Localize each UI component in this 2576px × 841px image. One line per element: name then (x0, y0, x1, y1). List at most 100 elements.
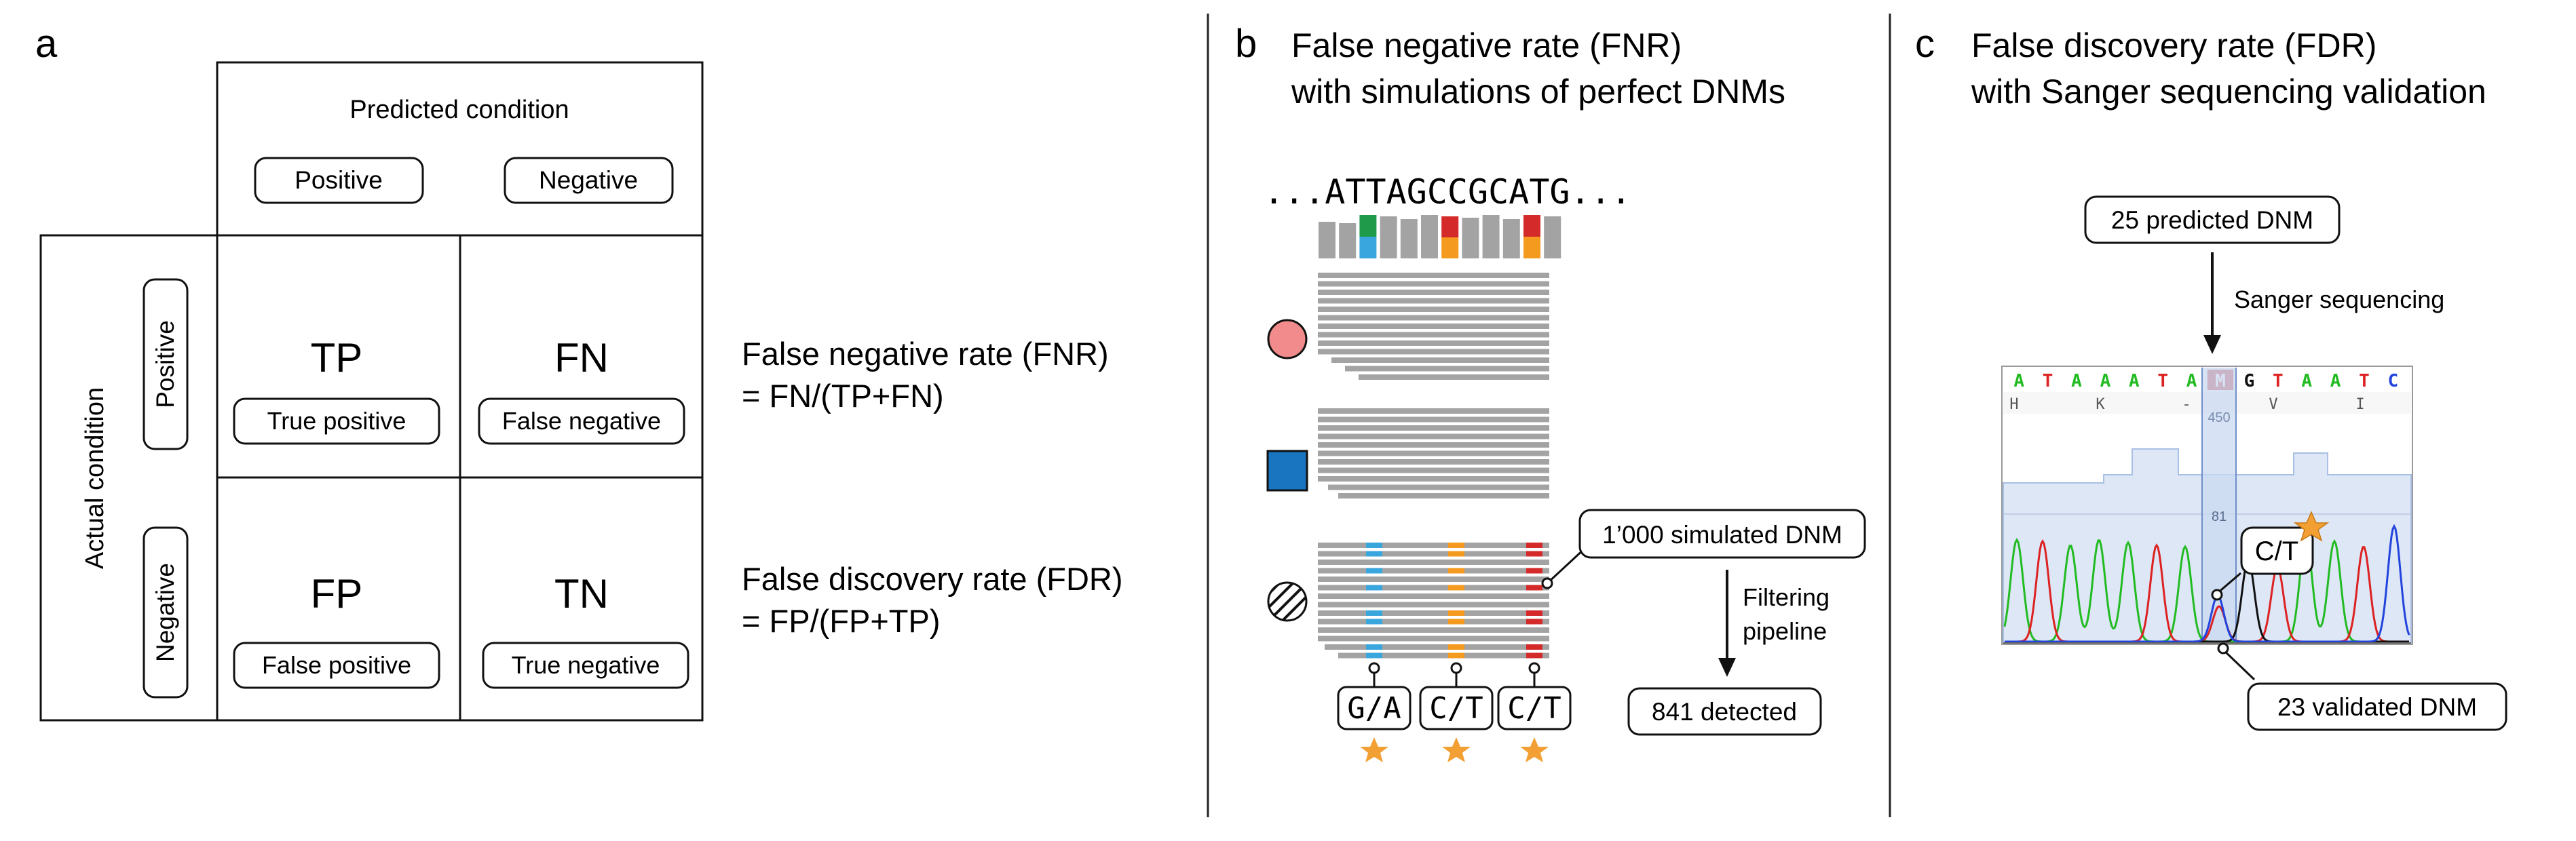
mutation-mark (1526, 543, 1542, 548)
aa-letter: I (2355, 396, 2364, 413)
ct-allele-box (2240, 526, 2314, 575)
coverage-bar-top (1441, 216, 1459, 237)
base-letter: A (2071, 371, 2082, 391)
coverage-bar (1482, 215, 1500, 258)
panel-a-letter: a (35, 22, 58, 66)
predicted-dnm-box (2084, 195, 2341, 244)
mutation-mark (1366, 619, 1382, 625)
sample-hatched-marker (1267, 581, 1308, 622)
read-square-sample (1338, 493, 1549, 498)
fnr-formula: = FN/(TP+FN) (742, 378, 944, 414)
fn-label: False negative (502, 407, 661, 435)
aa-letter: V (2269, 396, 2277, 413)
allele-box-2 (1419, 686, 1494, 730)
allele-labels: G/A C/T C/T (1337, 662, 1572, 762)
sample-circle-marker (1267, 319, 1308, 359)
reads-group (1318, 273, 1549, 659)
read-circle-sample (1359, 374, 1549, 380)
sanger-arrowhead (2203, 335, 2221, 354)
predicted-condition-label: Predicted condition (349, 96, 569, 124)
read-circle-sample (1318, 273, 1549, 278)
fn-abbr: FN (554, 335, 609, 380)
allele-label-2: C/T (1429, 691, 1483, 726)
mutation-mark (1526, 551, 1542, 557)
actual-positive-label: Positive (151, 320, 179, 408)
read-hatched-sample (1318, 585, 1549, 591)
mutation-mark (1366, 610, 1382, 616)
actual-condition-label: Actual condition (81, 387, 109, 569)
mutation-mark (1526, 610, 1542, 616)
mutation-mark (1448, 551, 1464, 557)
read-square-sample (1318, 450, 1549, 456)
ct-callout-line (2216, 572, 2241, 595)
read-hatched-sample (1318, 551, 1549, 557)
read-circle-sample (1318, 340, 1549, 346)
fdr-title: False discovery rate (FDR) (742, 561, 1123, 597)
read-circle-sample (1318, 298, 1549, 304)
mutation-mark (1366, 543, 1382, 548)
tn-label: True negative (512, 651, 660, 679)
highlight-column (2202, 368, 2236, 643)
base-letter: A (2186, 371, 2197, 391)
read-square-sample (1318, 467, 1549, 473)
tn-label-pill (482, 642, 689, 689)
simulated-callout-line (1546, 547, 1587, 585)
sample-square-marker (1266, 450, 1308, 492)
ct-callout-dot (2211, 589, 2223, 601)
tp-label-pill (233, 397, 440, 445)
panel-b-title-line2: with simulations of perfect DNMs (1291, 73, 1785, 111)
coverage-bar-bottom (1359, 237, 1377, 258)
panel-c: c False discovery rate (FDR) with Sanger… (1915, 22, 2507, 731)
read-square-sample (1318, 425, 1549, 431)
predicted-negative-pill (504, 157, 674, 204)
base-letter: A (2129, 371, 2140, 391)
coverage-bar (1502, 219, 1520, 258)
cell-tn (459, 476, 704, 722)
panel-c-letter: c (1915, 22, 1935, 66)
allele-star-2 (1442, 737, 1471, 762)
simulated-callout-dot (1541, 577, 1553, 589)
mutation-mark (1526, 644, 1542, 650)
mutation-mark (1526, 652, 1542, 659)
actual-positive-pill (143, 278, 189, 450)
tp-label: True positive (267, 407, 406, 435)
validated-callout-line (2222, 648, 2256, 681)
sanger-label: Sanger sequencing (2234, 286, 2444, 313)
fp-label: False positive (262, 651, 411, 679)
read-square-sample (1318, 408, 1549, 414)
validated-dnm-label: 23 validated DNM (2277, 693, 2477, 721)
fp-label-pill (233, 642, 440, 689)
panel-a: a Predicted condition Positive Negative … (35, 22, 1123, 722)
simulated-dnm-box (1578, 509, 1866, 559)
read-hatched-sample (1318, 593, 1549, 599)
chromatogram-traces (2003, 524, 2410, 643)
coverage-bar (1400, 219, 1418, 258)
fn-label-pill (478, 397, 685, 445)
read-circle-sample (1318, 324, 1549, 329)
panel-b: b False negative rate (FNR) with simulat… (1235, 22, 1866, 762)
read-hatched-sample (1318, 602, 1549, 608)
tp-abbr: TP (311, 335, 363, 380)
allele-box-3 (1497, 686, 1572, 730)
mutation-mark (1366, 551, 1382, 557)
predicted-positive-label: Positive (295, 166, 383, 194)
mutation-mark (1526, 585, 1542, 591)
base-letter: A (2013, 371, 2024, 391)
base-letter: T (2359, 371, 2370, 391)
pipeline-label-line1: Filtering (1743, 583, 1830, 611)
actual-negative-label: Negative (151, 563, 179, 662)
aa-letter: H (2009, 396, 2018, 413)
panel-c-title-line1: False discovery rate (FDR) (1971, 26, 2376, 64)
coverage-bar (1544, 216, 1561, 258)
read-hatched-sample (1318, 635, 1549, 642)
read-hatched-sample (1318, 610, 1549, 616)
allele-box-1 (1337, 686, 1412, 730)
base-row: ATAAATAMGTAATC (2013, 370, 2398, 391)
aa-letter: - (2182, 396, 2191, 413)
aa-letter: K (2096, 396, 2105, 413)
mutation-mark (1448, 568, 1464, 574)
read-circle-sample (1318, 315, 1549, 321)
base-letter: T (2273, 371, 2284, 391)
read-square-sample (1318, 433, 1549, 439)
